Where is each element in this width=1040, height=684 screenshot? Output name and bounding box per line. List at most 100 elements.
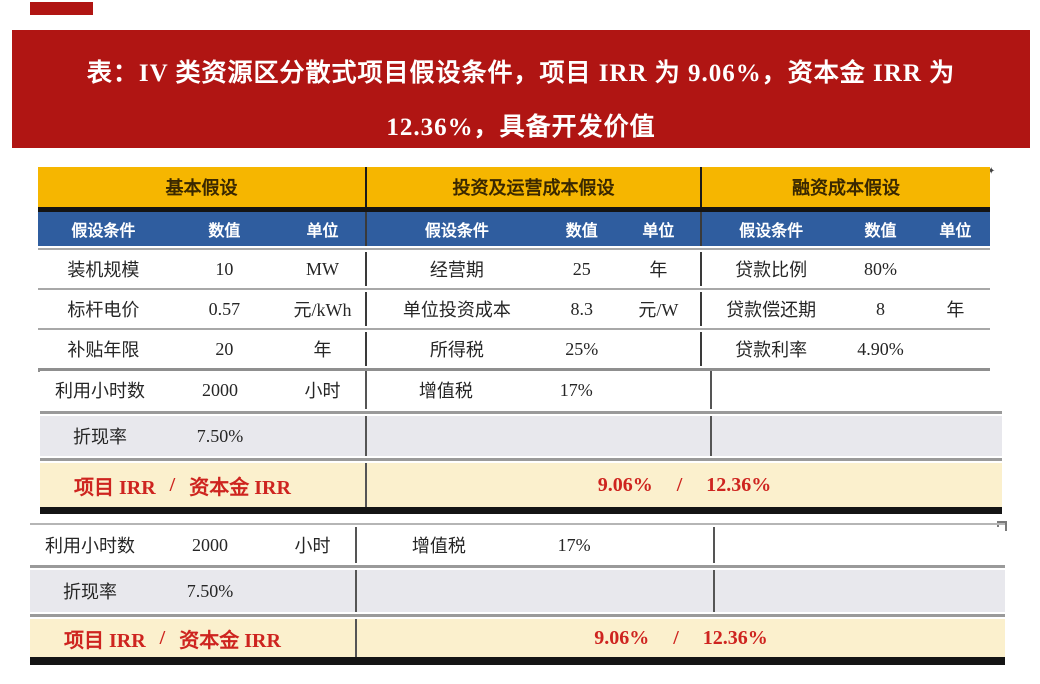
project-irr-value: 9.06% xyxy=(594,626,650,649)
cell-value: 10 xyxy=(215,258,234,279)
subheader-value: 数值 xyxy=(565,223,598,240)
cell-group: 利用小时数 2000 小时 xyxy=(30,527,355,563)
cell-group: 折现率 7.50% xyxy=(30,570,355,612)
cell-group-empty xyxy=(710,371,1002,409)
cell-label: 利用小时数 xyxy=(55,381,145,401)
subheader-condition: 假设条件 xyxy=(739,223,804,240)
cell-label: 标杆电价 xyxy=(67,300,140,320)
subheader-group-basic: 假设条件 数值 单位 xyxy=(38,212,365,246)
row-separator xyxy=(30,565,1005,568)
cell-group-empty xyxy=(713,570,1005,612)
cell-group: 增值税 17% xyxy=(355,527,713,563)
cell-value: 20 xyxy=(215,338,234,359)
row-separator xyxy=(30,523,1005,525)
cell-group: 所得税 25% xyxy=(365,332,700,366)
header-divider xyxy=(38,207,990,212)
cell-group: 贷款偿还期 8 年 xyxy=(700,292,990,326)
cell-label: 增值税 xyxy=(411,536,466,556)
hours-row: 利用小时数 2000 小时 增值税 17% xyxy=(40,371,1002,409)
cell-group: 单位投资成本 8.3 元/W xyxy=(365,292,700,326)
irr-value-cell: 9.06% / 12.36% xyxy=(365,463,1002,507)
irr-value-cell: 9.06% / 12.36% xyxy=(355,619,1005,657)
banner-line1: 表：IV 类资源区分散式项目假设条件，项目 IRR 为 9.06%，资本金 IR… xyxy=(86,60,956,87)
project-irr-label: 项目 IRR xyxy=(64,629,146,652)
cell-label: 贷款偿还期 xyxy=(726,300,817,320)
row-separator xyxy=(38,288,990,290)
cell-value: 2000 xyxy=(202,379,238,400)
cell-group: 补贴年限 20 年 xyxy=(38,332,365,366)
cell-group: 增值税 17% xyxy=(365,371,710,409)
group-header-basic: 基本假设 xyxy=(165,178,238,198)
cell-unit: 年 xyxy=(946,300,965,320)
cell-group-empty xyxy=(710,416,1002,456)
cell-value: 4.90% xyxy=(857,338,904,359)
summary-section-bottom: 利用小时数 2000 小时 增值税 17% 折现率 7.50% 项目 IRR / xyxy=(30,523,1005,665)
equity-irr-value: 12.36% xyxy=(706,473,772,496)
title-banner: 表：IV 类资源区分散式项目假设条件，项目 IRR 为 9.06%，资本金 IR… xyxy=(12,30,1030,148)
cell-label: 折现率 xyxy=(63,582,117,602)
cell-label: 折现率 xyxy=(73,427,127,447)
cell-group: 装机规模 10 MW xyxy=(38,252,365,286)
cell-group: 折现率 7.50% xyxy=(40,416,365,456)
table-row: 补贴年限 20 年 所得税 25% 贷款利率 4.90% xyxy=(38,332,990,366)
cell-unit: 元/W xyxy=(638,300,679,320)
cell-group-empty xyxy=(355,570,713,612)
cell-value: 7.50% xyxy=(186,580,234,601)
cell-label: 装机规模 xyxy=(67,260,140,280)
cell-label: 贷款利率 xyxy=(735,340,808,360)
subheader-condition: 假设条件 xyxy=(424,223,489,240)
cell-label: 贷款比例 xyxy=(735,260,808,280)
subheader-group-investment: 假设条件 数值 单位 xyxy=(365,212,700,246)
cell-value: 25 xyxy=(572,258,591,279)
cell-label: 单位投资成本 xyxy=(402,300,511,320)
discount-row: 折现率 7.50% xyxy=(40,416,1002,456)
irr-label-cell: 项目 IRR / 资本金 IRR xyxy=(30,619,355,657)
subheader-row: 假设条件 数值 单位 假设条件 数值 单位 假设条件 数值 单位 xyxy=(38,212,990,246)
cell-label: 增值税 xyxy=(418,381,473,401)
cell-unit: 小时 xyxy=(304,381,341,401)
irr-value-separator: / xyxy=(676,473,683,496)
red-tab xyxy=(30,2,93,15)
cell-group: 利用小时数 2000 小时 xyxy=(40,371,365,409)
irr-value-separator: / xyxy=(673,626,679,649)
subheader-unit: 单位 xyxy=(642,223,675,240)
cell-value: 25% xyxy=(565,338,599,359)
irr-label-cell: 项目 IRR / 资本金 IRR xyxy=(40,463,365,507)
subheader-value: 数值 xyxy=(864,223,897,240)
irr-label-separator: / xyxy=(169,473,176,496)
banner-line2: 12.36%，具备开发价值 xyxy=(386,114,656,141)
hours-row: 利用小时数 2000 小时 增值税 17% xyxy=(30,527,1005,563)
equity-irr-label: 资本金 IRR xyxy=(189,476,291,499)
cell-group-empty xyxy=(365,416,710,456)
group-header-financing: 融资成本假设 xyxy=(700,167,990,207)
discount-row: 折现率 7.50% xyxy=(30,570,1005,612)
assumptions-table: 基本假设 投资及运营成本假设 融资成本假设 假设条件 数值 单位 假设条件 数值… xyxy=(38,167,990,372)
cell-group: 标杆电价 0.57 元/kWh xyxy=(38,292,365,326)
subheader-condition: 假设条件 xyxy=(71,223,136,240)
cell-group: 经营期 25 年 xyxy=(365,252,700,286)
irr-row: 项目 IRR / 资本金 IRR 9.06% / 12.36% xyxy=(40,463,1002,507)
subheader-value: 数值 xyxy=(208,223,241,240)
cell-value: 17% xyxy=(559,379,593,400)
subheader-group-financing: 假设条件 数值 单位 xyxy=(700,212,990,246)
irr-row: 项目 IRR / 资本金 IRR 9.06% / 12.36% xyxy=(30,619,1005,657)
row-separator xyxy=(30,614,1005,617)
subheader-unit: 单位 xyxy=(939,223,972,240)
cell-value: 8.3 xyxy=(570,298,594,319)
cell-value: 80% xyxy=(864,258,898,279)
section-separator xyxy=(38,368,990,372)
cell-group: 贷款利率 4.90% xyxy=(700,332,990,366)
group-header-investment: 投资及运营成本假设 xyxy=(365,167,700,207)
bottom-border xyxy=(40,507,1002,514)
group-header-row: 基本假设 投资及运营成本假设 融资成本假设 xyxy=(38,167,990,207)
cell-label: 所得税 xyxy=(429,340,484,360)
row-separator xyxy=(40,411,1002,414)
cell-unit: MW xyxy=(305,258,339,279)
cell-group-empty xyxy=(713,527,1005,563)
row-separator xyxy=(38,328,990,330)
table-row: 标杆电价 0.57 元/kWh 单位投资成本 8.3 元/W 贷款偿还期 8 年 xyxy=(38,292,990,326)
row-separator xyxy=(40,458,1002,461)
table-row: 装机规模 10 MW 经营期 25 年 贷款比例 80% xyxy=(38,252,990,286)
cell-value: 8 xyxy=(876,298,886,319)
